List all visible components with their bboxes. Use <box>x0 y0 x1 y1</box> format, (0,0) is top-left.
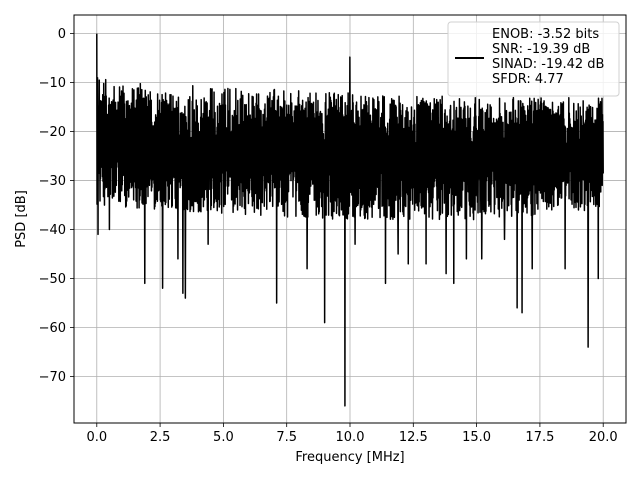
x-tick-label: 20.0 <box>589 430 618 445</box>
y-tick-label: −20 <box>39 125 66 140</box>
x-tick-label: 0.0 <box>86 430 107 445</box>
y-tick-label: −60 <box>39 321 66 336</box>
x-tick-label: 7.5 <box>276 430 297 445</box>
y-tick-label: 0 <box>58 27 66 42</box>
y-tick-label: −40 <box>39 223 66 238</box>
tick-marks <box>70 33 604 427</box>
legend-sfdr: SFDR: 4.77 <box>492 72 564 87</box>
y-tick-label: −30 <box>39 174 66 189</box>
x-tick-label: 15.0 <box>462 430 491 445</box>
x-tick-label: 17.5 <box>525 430 554 445</box>
x-tick-label: 5.0 <box>213 430 234 445</box>
x-tick-label: 12.5 <box>399 430 428 445</box>
legend-box <box>447 21 620 97</box>
legend-enob: ENOB: -3.52 bits <box>492 27 599 42</box>
legend: ENOB: -3.52 bits SNR: -19.39 dB SINAD: -… <box>447 21 620 97</box>
y-tick-label: −10 <box>39 76 66 91</box>
x-tick-label: 2.5 <box>150 430 171 445</box>
x-axis-label: Frequency [MHz] <box>295 450 404 465</box>
y-axis-label: PSD [dB] <box>14 190 29 248</box>
x-tick-label: 10.0 <box>336 430 365 445</box>
legend-snr: SNR: -19.39 dB <box>492 42 590 57</box>
psd-series-line <box>96 33 604 407</box>
plot-area <box>96 33 604 407</box>
y-tick-label: −50 <box>39 272 66 287</box>
legend-sinad: SINAD: -19.42 dB <box>492 57 604 72</box>
tick-labels: 0.0 2.5 5.0 7.5 10.0 12.5 15.0 17.5 20.0 0 −10 −20 −… <box>39 27 618 445</box>
y-tick-label: −70 <box>39 370 66 385</box>
